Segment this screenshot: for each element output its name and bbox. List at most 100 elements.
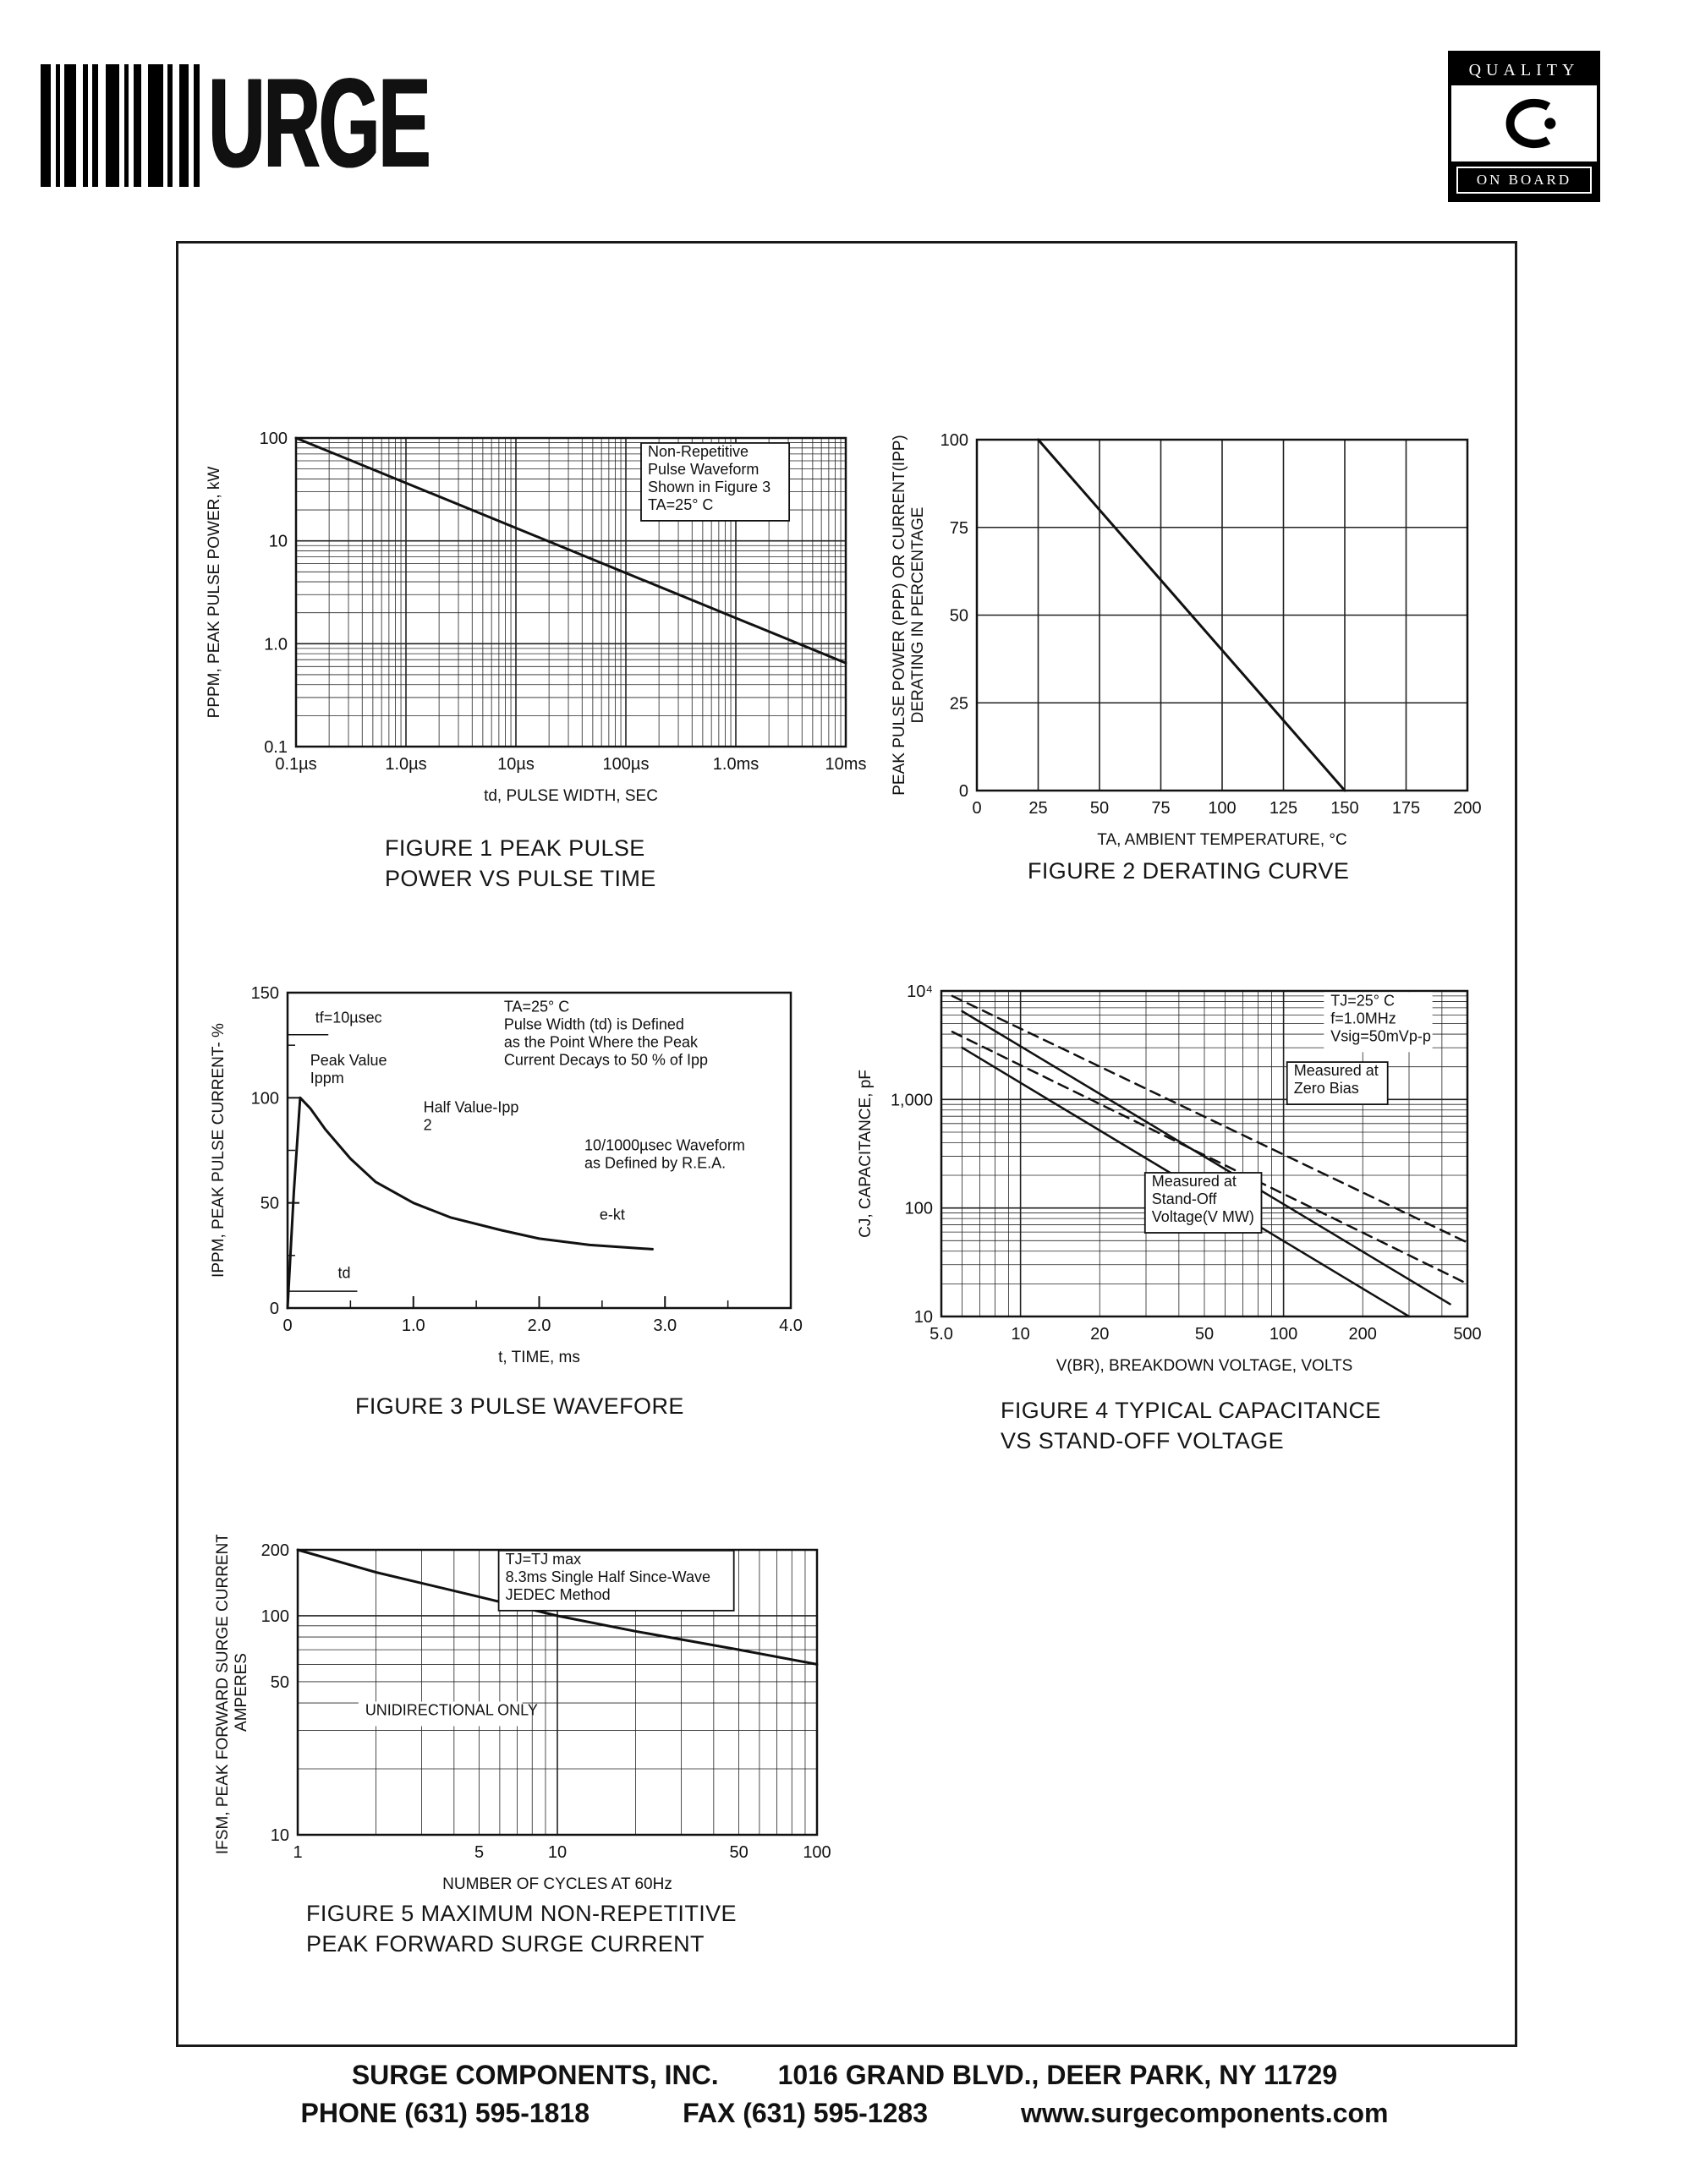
grid <box>976 439 1468 791</box>
svg-text:50: 50 <box>1090 799 1109 818</box>
figure3-pulse-waveform-chart: 0 1.0 2.0 3.0 4.0 0 50 100 150 t, TIME, ms IPPM, P… <box>210 984 803 1366</box>
svg-text:3.0: 3.0 <box>653 1316 677 1335</box>
svg-text:IPPM, PEAK PULSE CURRENT- %: IPPM, PEAK PULSE CURRENT- % <box>210 1023 228 1278</box>
annotation-box <box>592 1206 639 1231</box>
tick-labels: 0.1µs 1.0µs 10µs 100µs 1.0ms 10ms 0.1 1.0 10 100 <box>260 430 867 774</box>
svg-text:IFSM, PEAK FORWARD SURGE CURRE: IFSM, PEAK FORWARD SURGE CURRENT,AMPERES <box>214 1535 250 1854</box>
quality-badge-bottom-label: ON BOARD <box>1456 167 1592 194</box>
series-forward-surge-current <box>296 1548 819 1666</box>
svg-text:100: 100 <box>905 1200 933 1218</box>
svg-text:100: 100 <box>803 1843 831 1862</box>
svg-text:100: 100 <box>940 431 968 450</box>
svg-text:150: 150 <box>251 984 279 1003</box>
svg-text:50: 50 <box>729 1843 748 1862</box>
svg-text:200: 200 <box>1453 799 1481 818</box>
svg-text:10ms: 10ms <box>825 755 867 774</box>
svg-text:25: 25 <box>1028 799 1047 818</box>
annotation-text: UNIDIRECTIONAL ONLY <box>365 1701 538 1718</box>
x-axis-title: V(BR), BREAKDOWN VOLTAGE, VOLTS <box>1056 1357 1353 1375</box>
tick-labels: 1 5 10 50 100 10 50 100 200 <box>261 1541 831 1862</box>
footer-fax: FAX (631) 595-1283 <box>683 2098 929 2128</box>
footer-company: SURGE COMPONENTS, INC. <box>351 2060 719 2090</box>
svg-text:100: 100 <box>1208 799 1236 818</box>
surge-logo: URGE <box>41 52 564 194</box>
svg-text:20: 20 <box>1090 1325 1109 1344</box>
annotation-text: Non-Repetitive Pulse Waveform Shown in Fig… <box>648 443 770 513</box>
series-peak-pulse-power <box>294 436 847 665</box>
annotation-text: td <box>338 1265 351 1282</box>
annotation-text: TA=25° C Pulse Width (td) is Defined as th… <box>504 998 708 1068</box>
footer-address: 1016 GRAND BLVD., DEER PARK, NY 11729 <box>777 2060 1338 2090</box>
svg-text:50: 50 <box>271 1673 289 1692</box>
footer-phone: PHONE (631) 595-1818 <box>300 2098 590 2128</box>
svg-text:1.0ms: 1.0ms <box>713 755 759 774</box>
svg-text:100µs: 100µs <box>603 755 650 774</box>
figure4-caption: FIGURE 4 TYPICAL CAPACITANCE VS STAND-OF… <box>1001 1398 1381 1454</box>
svg-text:0: 0 <box>282 1316 292 1335</box>
figure1-peak-pulse-power-chart: 0.1µs 1.0µs 10µs 100µs 1.0ms 10ms 0.1 1.0 10 100 t… <box>206 430 867 805</box>
plot-frame <box>940 989 1469 1318</box>
tick-labels: 0 25 50 75 100 125 150 175 200 0 25 50 75 100 <box>940 431 1482 818</box>
annotation-box <box>496 998 741 1076</box>
annotation-box <box>497 1549 735 1612</box>
annotation-box <box>358 1701 523 1727</box>
surge-logo-text: URGE <box>208 52 430 194</box>
svg-text:50: 50 <box>1195 1325 1214 1344</box>
svg-text:10: 10 <box>1011 1325 1029 1344</box>
annotation-text: e-kt <box>600 1207 625 1223</box>
svg-text:75: 75 <box>950 519 968 538</box>
annotation-text: 10/1000µsec Waveform as Defined by R.E.A. <box>584 1137 745 1172</box>
plot-frame <box>975 438 1469 792</box>
svg-text:1.0: 1.0 <box>264 635 288 654</box>
svg-text:CJ, CAPACITANCE, pF: CJ, CAPACITANCE, pF <box>857 1070 875 1238</box>
crescent-dot-icon <box>1505 98 1556 149</box>
figure5-surge-current-chart: 1 5 10 50 100 10 50 100 200 NUMBER OF CYCLES AT 6… <box>214 1535 831 1893</box>
x-axis-title: NUMBER OF CYCLES AT 60Hz <box>442 1875 672 1893</box>
quality-on-board-badge: QUALITY ON BOARD <box>1448 51 1600 202</box>
surge-logo-barcode <box>41 64 208 187</box>
svg-text:100: 100 <box>1269 1325 1297 1344</box>
figure1-caption: FIGURE 1 PEAK PULSE POWER VS PULSE TIME <box>385 835 656 892</box>
svg-text:1.0µs: 1.0µs <box>385 755 426 774</box>
footer-company-address: SURGE COMPONENTS, INC. 1016 GRAND BLVD.,… <box>0 2060 1689 2091</box>
svg-text:50: 50 <box>260 1195 279 1213</box>
series-zero-bias-lower <box>951 1031 1469 1285</box>
series-pulse-waveform <box>286 1096 654 1310</box>
svg-text:100: 100 <box>261 1607 289 1626</box>
svg-text:PPPM, PEAK PULSE POWER, kW: PPPM, PEAK PULSE POWER, kW <box>206 467 223 719</box>
tick-labels: 0 1.0 2.0 3.0 4.0 0 50 100 150 <box>251 984 803 1335</box>
y-axis-title: PEAK PULSE POWER (PPP) OR CURRENT(IPP)DE… <box>891 435 927 796</box>
svg-text:5.0: 5.0 <box>929 1325 953 1344</box>
svg-text:175: 175 <box>1392 799 1420 818</box>
annotation-text: Measured at Zero Bias <box>1294 1062 1379 1097</box>
svg-text:125: 125 <box>1269 799 1297 818</box>
x-axis-title: TA, AMBIENT TEMPERATURE, °C <box>1097 831 1346 849</box>
y-axis-title: PPPM, PEAK PULSE POWER, kW <box>206 467 223 719</box>
footer-contact: PHONE (631) 595-1818 FAX (631) 595-1283 … <box>0 2098 1689 2129</box>
svg-text:1: 1 <box>293 1843 302 1862</box>
annotation-box <box>640 441 791 522</box>
annotation-box <box>578 1136 750 1180</box>
svg-text:200: 200 <box>261 1541 289 1560</box>
annotation-text: Peak Value Ippm <box>310 1052 387 1087</box>
svg-text:25: 25 <box>950 694 968 713</box>
annotation-text: tf=10µsec <box>315 1009 382 1026</box>
svg-text:500: 500 <box>1453 1325 1481 1344</box>
svg-text:200: 200 <box>1349 1325 1377 1344</box>
figure-area-frame <box>176 241 1517 2047</box>
annotation-box <box>1143 1172 1263 1234</box>
svg-text:2.0: 2.0 <box>528 1316 551 1335</box>
svg-text:0: 0 <box>270 1300 279 1318</box>
quality-badge-bottom: ON BOARD <box>1451 161 1597 199</box>
figure2-derating-curve-chart: 0 25 50 75 100 125 150 175 200 0 25 50 75 100 TA, AMBI… <box>891 431 1482 849</box>
series-zero-bias-upper <box>951 994 1469 1244</box>
svg-text:50: 50 <box>950 607 968 626</box>
svg-text:10⁴: 10⁴ <box>907 983 933 1001</box>
annotation-box <box>1286 1061 1389 1105</box>
svg-text:10: 10 <box>271 1826 289 1845</box>
svg-text:100: 100 <box>251 1089 279 1108</box>
